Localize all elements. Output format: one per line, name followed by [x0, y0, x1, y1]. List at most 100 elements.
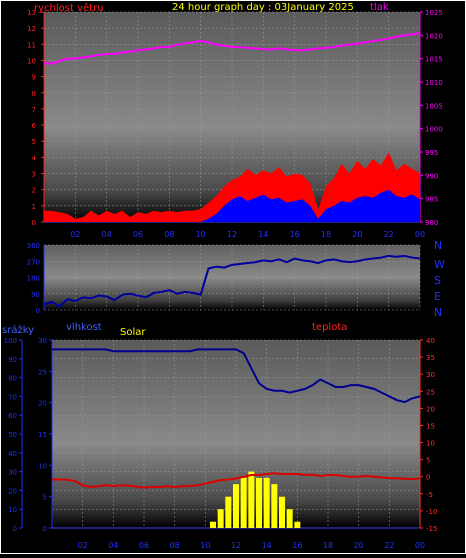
compass-e: E: [434, 290, 441, 303]
humidity-tick-label: 30: [38, 337, 47, 345]
compass-s: S: [434, 274, 441, 287]
x-tick-label: 10: [200, 541, 210, 550]
solar-bar: [286, 509, 293, 528]
pressure-tick-label: 1020: [425, 32, 443, 40]
x-tick-label: 00: [415, 230, 425, 239]
wind-tick-label: 4: [32, 154, 37, 162]
x-tick-label: 20: [352, 230, 362, 239]
x-tick-label: 04: [108, 541, 118, 550]
solar-bar: [217, 509, 224, 528]
wind-tick-label: 6: [32, 122, 37, 130]
pressure-tick-label: 980: [425, 219, 438, 227]
x-tick-label: 12: [231, 541, 241, 550]
x-tick-label: 18: [323, 541, 333, 550]
x-tick-label: 22: [384, 230, 394, 239]
solar-bar: [271, 484, 278, 528]
solar-bar: [263, 477, 270, 528]
temperature-tick-label: -5: [426, 491, 433, 499]
average-area: [44, 189, 420, 222]
direction-line: [43, 254, 421, 308]
x-tick-label: 20: [354, 541, 364, 550]
x-tick-label: 04: [102, 230, 112, 239]
graph-title: 24 hour graph day : 03January 2025: [172, 2, 354, 13]
x-tick-label: 16: [292, 541, 302, 550]
compass-letters: N W S E N: [434, 239, 445, 319]
wind-tick-label: 13: [27, 9, 36, 17]
humidity-tick-label: 0: [43, 525, 47, 533]
rain-tick-label: 70: [8, 393, 17, 401]
temperature-tick-label: 0: [426, 474, 430, 482]
solar-bar: [210, 521, 216, 528]
pressure-tick-label: 990: [425, 172, 438, 180]
x-tick-label: 06: [133, 230, 143, 239]
temperature-tick-label: 30: [426, 371, 435, 379]
pressure-label: tlak: [370, 2, 389, 13]
solar-bar: [294, 521, 301, 528]
solar-bar: [256, 477, 262, 528]
temperature-tick-label: 40: [426, 337, 435, 345]
solar-bar: [248, 471, 255, 528]
temperature-tick-label: 25: [426, 388, 435, 396]
x-tick-label: 14: [262, 541, 272, 550]
wind-tick-label: 7: [32, 106, 36, 114]
solar-label: Solar: [120, 327, 146, 338]
direction-tick-label: 90: [31, 291, 40, 299]
x-tick-label: 16: [290, 230, 300, 239]
temperature-tick-label: -15: [426, 525, 437, 533]
wind-tick-label: 2: [32, 187, 36, 195]
pressure-tick-label: 1015: [425, 56, 443, 64]
solar-bar: [225, 496, 232, 528]
x-tick-label: 02: [70, 230, 80, 239]
chart-temp-hum: 02 04 06 08 10 12 14 16 18 20 22 000102030405060708…: [4, 337, 438, 550]
solar-bar: [279, 496, 285, 528]
wind-tick-label: 3: [32, 171, 36, 179]
chart-wind-direction: 0 90 180 270 360: [27, 242, 421, 315]
wind-tick-label: 1: [32, 203, 36, 211]
x-tick-label: 22: [384, 541, 394, 550]
pressure-tick-label: 995: [425, 149, 438, 157]
temperature-label: teplota: [312, 322, 347, 333]
wind-tick-label: 8: [32, 90, 36, 98]
rain-tick-label: 10: [8, 506, 17, 514]
temperature-tick-label: 20: [426, 405, 435, 413]
pressure-tick-label: 1025: [425, 9, 443, 17]
x-tick-label: 08: [164, 230, 174, 239]
pressure-line: [44, 32, 421, 65]
rain-tick-label: 50: [8, 431, 17, 439]
x-tick-label: 12: [227, 230, 237, 239]
rain-tick-label: 20: [8, 487, 17, 495]
solar-bar: [233, 484, 239, 528]
rain-tick-label: 90: [8, 356, 17, 364]
temperature-tick-label: 10: [426, 440, 435, 448]
temperature-tick-label: 5: [426, 457, 430, 465]
compass-w: W: [434, 258, 445, 271]
wind-tick-label: 10: [27, 57, 36, 65]
humidity-line: [52, 348, 421, 404]
direction-tick-label: 270: [27, 258, 40, 266]
wind-label: rychlost větru: [34, 2, 104, 14]
pressure-tick-label: 1005: [425, 102, 443, 110]
x-tick-label: 10: [196, 230, 206, 239]
x-tick-label: 00: [415, 541, 425, 550]
rain-tick-label: 100: [4, 337, 17, 345]
rain-tick-label: 80: [8, 375, 17, 383]
direction-tick-label: 360: [27, 242, 40, 250]
wind-tick-label: 0: [32, 219, 36, 227]
temperature-tick-label: 15: [426, 422, 435, 430]
rain-tick-label: 0: [13, 525, 17, 533]
gust-area: [44, 152, 420, 222]
humidity-tick-label: 5: [43, 494, 47, 502]
pressure-tick-label: 985: [425, 196, 438, 204]
x-tick-label: 06: [139, 541, 149, 550]
rain-tick-label: 30: [8, 469, 17, 477]
compass-n-top: N: [434, 239, 442, 252]
rain-tick-label: 60: [8, 412, 17, 420]
temperature-line: [52, 472, 421, 489]
humidity-tick-label: 25: [38, 368, 47, 376]
humidity-label: vlhkost: [66, 322, 102, 333]
humidity-tick-label: 15: [38, 431, 47, 439]
wind-tick-label: 11: [27, 41, 36, 49]
pressure-tick-label: 1010: [425, 79, 443, 87]
wind-tick-label: 12: [27, 25, 36, 33]
